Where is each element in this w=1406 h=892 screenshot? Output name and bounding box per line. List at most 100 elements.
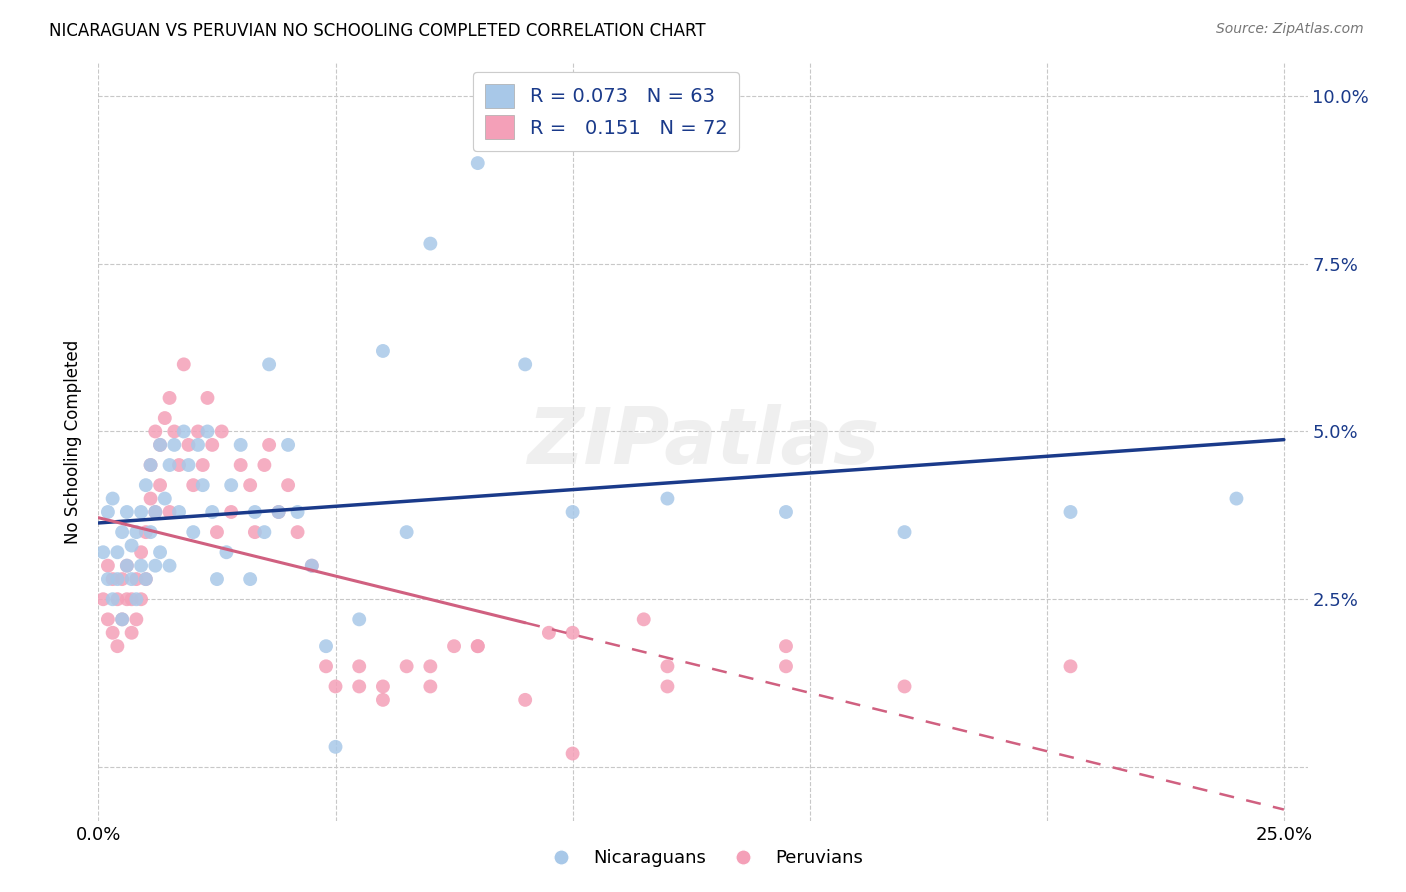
Point	[267, 505, 290, 519]
Point	[139, 525, 162, 540]
Point	[419, 236, 441, 251]
Point	[101, 491, 124, 506]
Point	[253, 458, 276, 472]
Point	[347, 612, 370, 626]
Point	[657, 659, 679, 673]
Point	[177, 438, 200, 452]
Point	[515, 693, 537, 707]
Point	[167, 505, 190, 519]
Point	[201, 505, 224, 519]
Point	[253, 525, 276, 540]
Point	[1225, 491, 1247, 506]
Point	[173, 425, 195, 439]
Point	[105, 545, 128, 559]
Point	[239, 572, 262, 586]
Point	[167, 458, 190, 472]
Point	[153, 411, 176, 425]
Point	[201, 438, 224, 452]
Point	[347, 659, 370, 673]
Point	[657, 680, 679, 694]
Point	[325, 739, 347, 754]
Point	[163, 438, 186, 452]
Point	[657, 491, 679, 506]
Point	[197, 391, 219, 405]
Point	[467, 156, 489, 170]
Point	[159, 458, 181, 472]
Point	[97, 558, 120, 573]
Point	[159, 505, 181, 519]
Text: ZIPatlas: ZIPatlas	[527, 403, 879, 480]
Point	[129, 592, 152, 607]
Point	[149, 545, 172, 559]
Point	[111, 572, 134, 586]
Point	[101, 572, 124, 586]
Point	[315, 659, 337, 673]
Point	[121, 592, 143, 607]
Point	[173, 357, 195, 371]
Point	[211, 425, 233, 439]
Point	[91, 545, 114, 559]
Point	[775, 659, 797, 673]
Point	[371, 680, 394, 694]
Point	[139, 458, 162, 472]
Point	[277, 478, 299, 492]
Legend: Nicaraguans, Peruvians: Nicaraguans, Peruvians	[536, 842, 870, 874]
Point	[191, 458, 214, 472]
Point	[149, 438, 172, 452]
Point	[159, 558, 181, 573]
Point	[371, 343, 394, 358]
Point	[153, 491, 176, 506]
Point	[101, 625, 124, 640]
Point	[775, 505, 797, 519]
Point	[101, 592, 124, 607]
Point	[115, 592, 138, 607]
Point	[257, 357, 280, 371]
Point	[105, 639, 128, 653]
Point	[419, 680, 441, 694]
Text: NICARAGUAN VS PERUVIAN NO SCHOOLING COMPLETED CORRELATION CHART: NICARAGUAN VS PERUVIAN NO SCHOOLING COMP…	[49, 22, 706, 40]
Point	[287, 525, 309, 540]
Point	[105, 592, 128, 607]
Point	[111, 612, 134, 626]
Point	[219, 505, 242, 519]
Point	[139, 458, 162, 472]
Point	[143, 505, 166, 519]
Point	[229, 438, 252, 452]
Point	[191, 478, 214, 492]
Point	[215, 545, 238, 559]
Point	[111, 525, 134, 540]
Point	[537, 625, 560, 640]
Point	[1059, 505, 1081, 519]
Point	[125, 612, 148, 626]
Point	[135, 478, 157, 492]
Point	[561, 505, 583, 519]
Point	[111, 612, 134, 626]
Point	[239, 478, 262, 492]
Point	[115, 505, 138, 519]
Point	[325, 680, 347, 694]
Point	[187, 438, 209, 452]
Point	[301, 558, 323, 573]
Point	[187, 425, 209, 439]
Point	[135, 572, 157, 586]
Point	[181, 478, 204, 492]
Legend: R = 0.073   N = 63, R =   0.151   N = 72: R = 0.073 N = 63, R = 0.151 N = 72	[474, 72, 740, 151]
Text: Source: ZipAtlas.com: Source: ZipAtlas.com	[1216, 22, 1364, 37]
Point	[143, 425, 166, 439]
Point	[419, 659, 441, 673]
Point	[139, 491, 162, 506]
Point	[257, 438, 280, 452]
Point	[1059, 659, 1081, 673]
Point	[197, 425, 219, 439]
Point	[347, 680, 370, 694]
Point	[129, 505, 152, 519]
Point	[149, 438, 172, 452]
Point	[371, 693, 394, 707]
Point	[287, 505, 309, 519]
Point	[105, 572, 128, 586]
Point	[243, 525, 266, 540]
Point	[135, 572, 157, 586]
Point	[149, 478, 172, 492]
Point	[159, 391, 181, 405]
Point	[91, 592, 114, 607]
